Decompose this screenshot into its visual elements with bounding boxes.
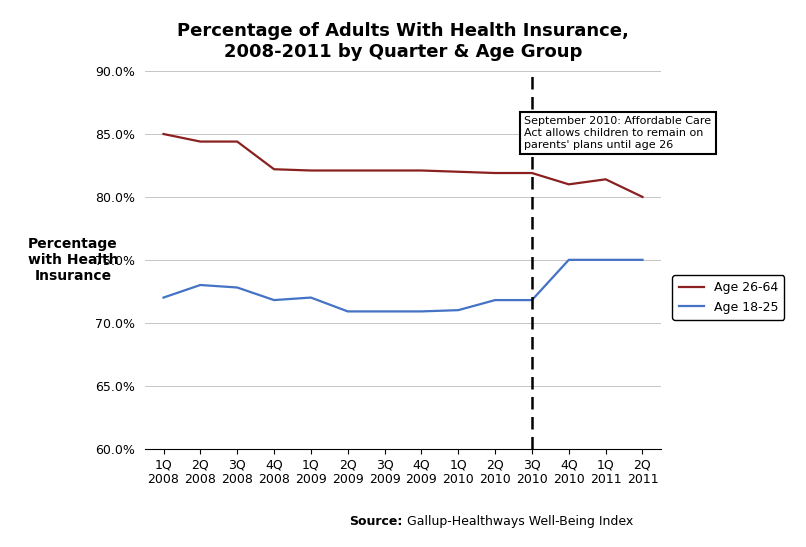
Age 26-64	[417, 167, 426, 174]
Legend: Age 26-64, Age 18-25: Age 26-64, Age 18-25	[672, 275, 784, 320]
Age 26-64	[306, 167, 316, 174]
Age 26-64	[269, 166, 279, 172]
Age 18-25	[232, 284, 242, 291]
Age 18-25	[269, 297, 279, 304]
Age 18-25	[380, 308, 389, 315]
Age 26-64	[196, 138, 206, 145]
Text: Gallup-Healthways Well-Being Index: Gallup-Healthways Well-Being Index	[403, 515, 634, 528]
Age 18-25	[564, 257, 574, 263]
Age 18-25	[600, 257, 610, 263]
Age 18-25	[417, 308, 426, 315]
Age 18-25	[454, 307, 463, 313]
Line: Age 26-64: Age 26-64	[164, 134, 642, 197]
Line: Age 18-25: Age 18-25	[164, 260, 642, 311]
Text: Percentage
with Health
Insurance: Percentage with Health Insurance	[27, 237, 118, 283]
Text: Source:: Source:	[350, 515, 403, 528]
Age 26-64	[490, 170, 500, 176]
Age 26-64	[159, 131, 168, 137]
Age 26-64	[527, 170, 537, 176]
Age 26-64	[232, 138, 242, 145]
Age 18-25	[306, 294, 316, 301]
Age 18-25	[638, 257, 647, 263]
Age 18-25	[490, 297, 500, 304]
Title: Percentage of Adults With Health Insurance,
2008-2011 by Quarter & Age Group: Percentage of Adults With Health Insuran…	[177, 22, 629, 61]
Text: September 2010: Affordable Care
Act allows children to remain on
parents' plans : September 2010: Affordable Care Act allo…	[524, 117, 711, 149]
Age 26-64	[600, 176, 610, 183]
Age 26-64	[454, 168, 463, 175]
Age 26-64	[564, 181, 574, 188]
Age 18-25	[343, 308, 352, 315]
Age 26-64	[638, 194, 647, 200]
Age 18-25	[159, 294, 168, 301]
Age 26-64	[380, 167, 389, 174]
Age 18-25	[527, 297, 537, 304]
Age 26-64	[343, 167, 352, 174]
Age 18-25	[196, 282, 206, 288]
